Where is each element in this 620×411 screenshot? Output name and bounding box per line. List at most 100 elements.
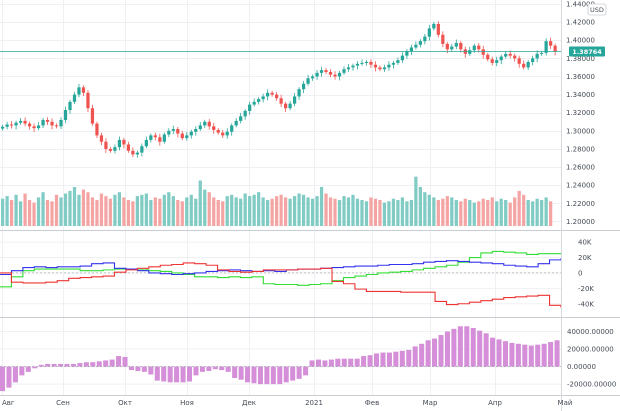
candle [252, 98, 256, 107]
candle [418, 39, 422, 48]
volume-bar [436, 200, 440, 226]
histogram-axis[interactable]: 40000.00000 20000.00000 0.00000 -20000.0000… [567, 328, 616, 389]
histogram-bar [45, 363, 51, 367]
candle [342, 66, 346, 75]
histogram-bar [354, 358, 360, 367]
histogram-bar [187, 366, 193, 382]
candle [27, 121, 32, 130]
histogram-bar [193, 366, 199, 376]
histogram-bar [367, 355, 373, 367]
histogram-bar [116, 356, 122, 367]
candle [490, 56, 494, 66]
price-tick-label: 1.36000 [566, 73, 595, 81]
volume-bar [50, 201, 54, 226]
volume-bar [108, 198, 113, 226]
positions-axis[interactable]: 40K 20K 0 -20K -40K [578, 239, 594, 309]
volume-bar [221, 201, 225, 226]
candle [261, 93, 265, 103]
volume-bar [504, 200, 508, 226]
histogram-pane[interactable] [0, 326, 561, 392]
histogram-bar [399, 350, 405, 367]
volume-bar [171, 196, 175, 226]
last-price-badge: 1.38764 [569, 46, 605, 57]
candle [432, 21, 436, 31]
volume-bar [360, 200, 364, 226]
volume-bar [158, 198, 162, 226]
volume-bar [346, 197, 351, 226]
candle [405, 49, 409, 59]
histogram-bar [554, 340, 560, 367]
candle [198, 121, 202, 132]
volume-bar [535, 198, 539, 226]
histogram-bar [393, 351, 399, 367]
volume-bar [319, 187, 324, 226]
candle [68, 99, 72, 114]
price-tick-label: 1.26000 [566, 164, 595, 172]
volume-bar [81, 189, 86, 226]
histogram-bar [19, 366, 25, 376]
volume-bar [194, 198, 198, 226]
currency-badge[interactable] [587, 3, 607, 16]
histogram-bar [425, 340, 431, 367]
volume-bar [301, 194, 306, 226]
volume-bar [1, 198, 5, 226]
volume-bar [427, 194, 431, 226]
candle [360, 59, 364, 66]
candle [176, 127, 180, 138]
volume-bar [400, 197, 405, 226]
price-tick-label: 1.28000 [566, 145, 595, 153]
volume-bar [391, 198, 396, 226]
histogram-bar [290, 366, 296, 381]
volume-bar [117, 192, 122, 226]
histogram-bar [103, 360, 109, 367]
position-series-line [0, 262, 562, 308]
histogram-bar [419, 343, 425, 367]
volume-bar [23, 193, 27, 226]
histogram-tick-label: -20000.00000 [567, 381, 616, 389]
last-price-value: 1.38764 [572, 48, 602, 56]
histogram-bar [148, 366, 154, 375]
volume-bar [104, 196, 108, 226]
histogram-bar [457, 326, 463, 367]
histogram-bar [257, 366, 263, 385]
time-tick-label: Май [558, 399, 573, 407]
candle [126, 141, 130, 153]
histogram-bar [386, 352, 392, 367]
candle [549, 37, 553, 49]
volume-bar [185, 197, 189, 226]
time-axis[interactable]: Авг Сен Окт Ноя Дек 2021 Фев Мар Апр Май [2, 399, 572, 407]
candle [185, 131, 189, 141]
histogram-bar [315, 359, 321, 367]
candle [522, 60, 526, 70]
price-pane[interactable] [0, 21, 561, 226]
histogram-bar [6, 366, 12, 388]
volume-bar [499, 198, 503, 226]
histogram-bar [70, 363, 76, 367]
candle [5, 121, 9, 130]
price-tick-label: 1.42000 [566, 19, 595, 27]
histogram-bar [122, 356, 128, 367]
histogram-bar [406, 349, 412, 367]
volume-bar [207, 192, 211, 226]
volume-bar [212, 197, 216, 226]
histogram-bar [303, 366, 309, 376]
volume-bar [531, 201, 535, 226]
price-axis[interactable]: 1.44000 1.42000 1.40000 1.38000 1.36000 1.340… [566, 1, 595, 226]
candle [436, 21, 440, 38]
candle [409, 44, 413, 56]
volume-bar [153, 197, 157, 226]
candle [86, 90, 90, 113]
volume-bar [189, 194, 193, 226]
candle [535, 50, 539, 63]
candle [333, 71, 337, 80]
volume-bar [230, 194, 234, 226]
volume-bar [261, 197, 265, 226]
candle [378, 65, 382, 72]
candle [526, 60, 530, 71]
positions-pane[interactable] [0, 250, 562, 308]
candle [72, 91, 77, 104]
volume-bar [266, 200, 270, 226]
price-tick-label: 1.40000 [566, 37, 595, 45]
volume-bar [243, 193, 247, 226]
